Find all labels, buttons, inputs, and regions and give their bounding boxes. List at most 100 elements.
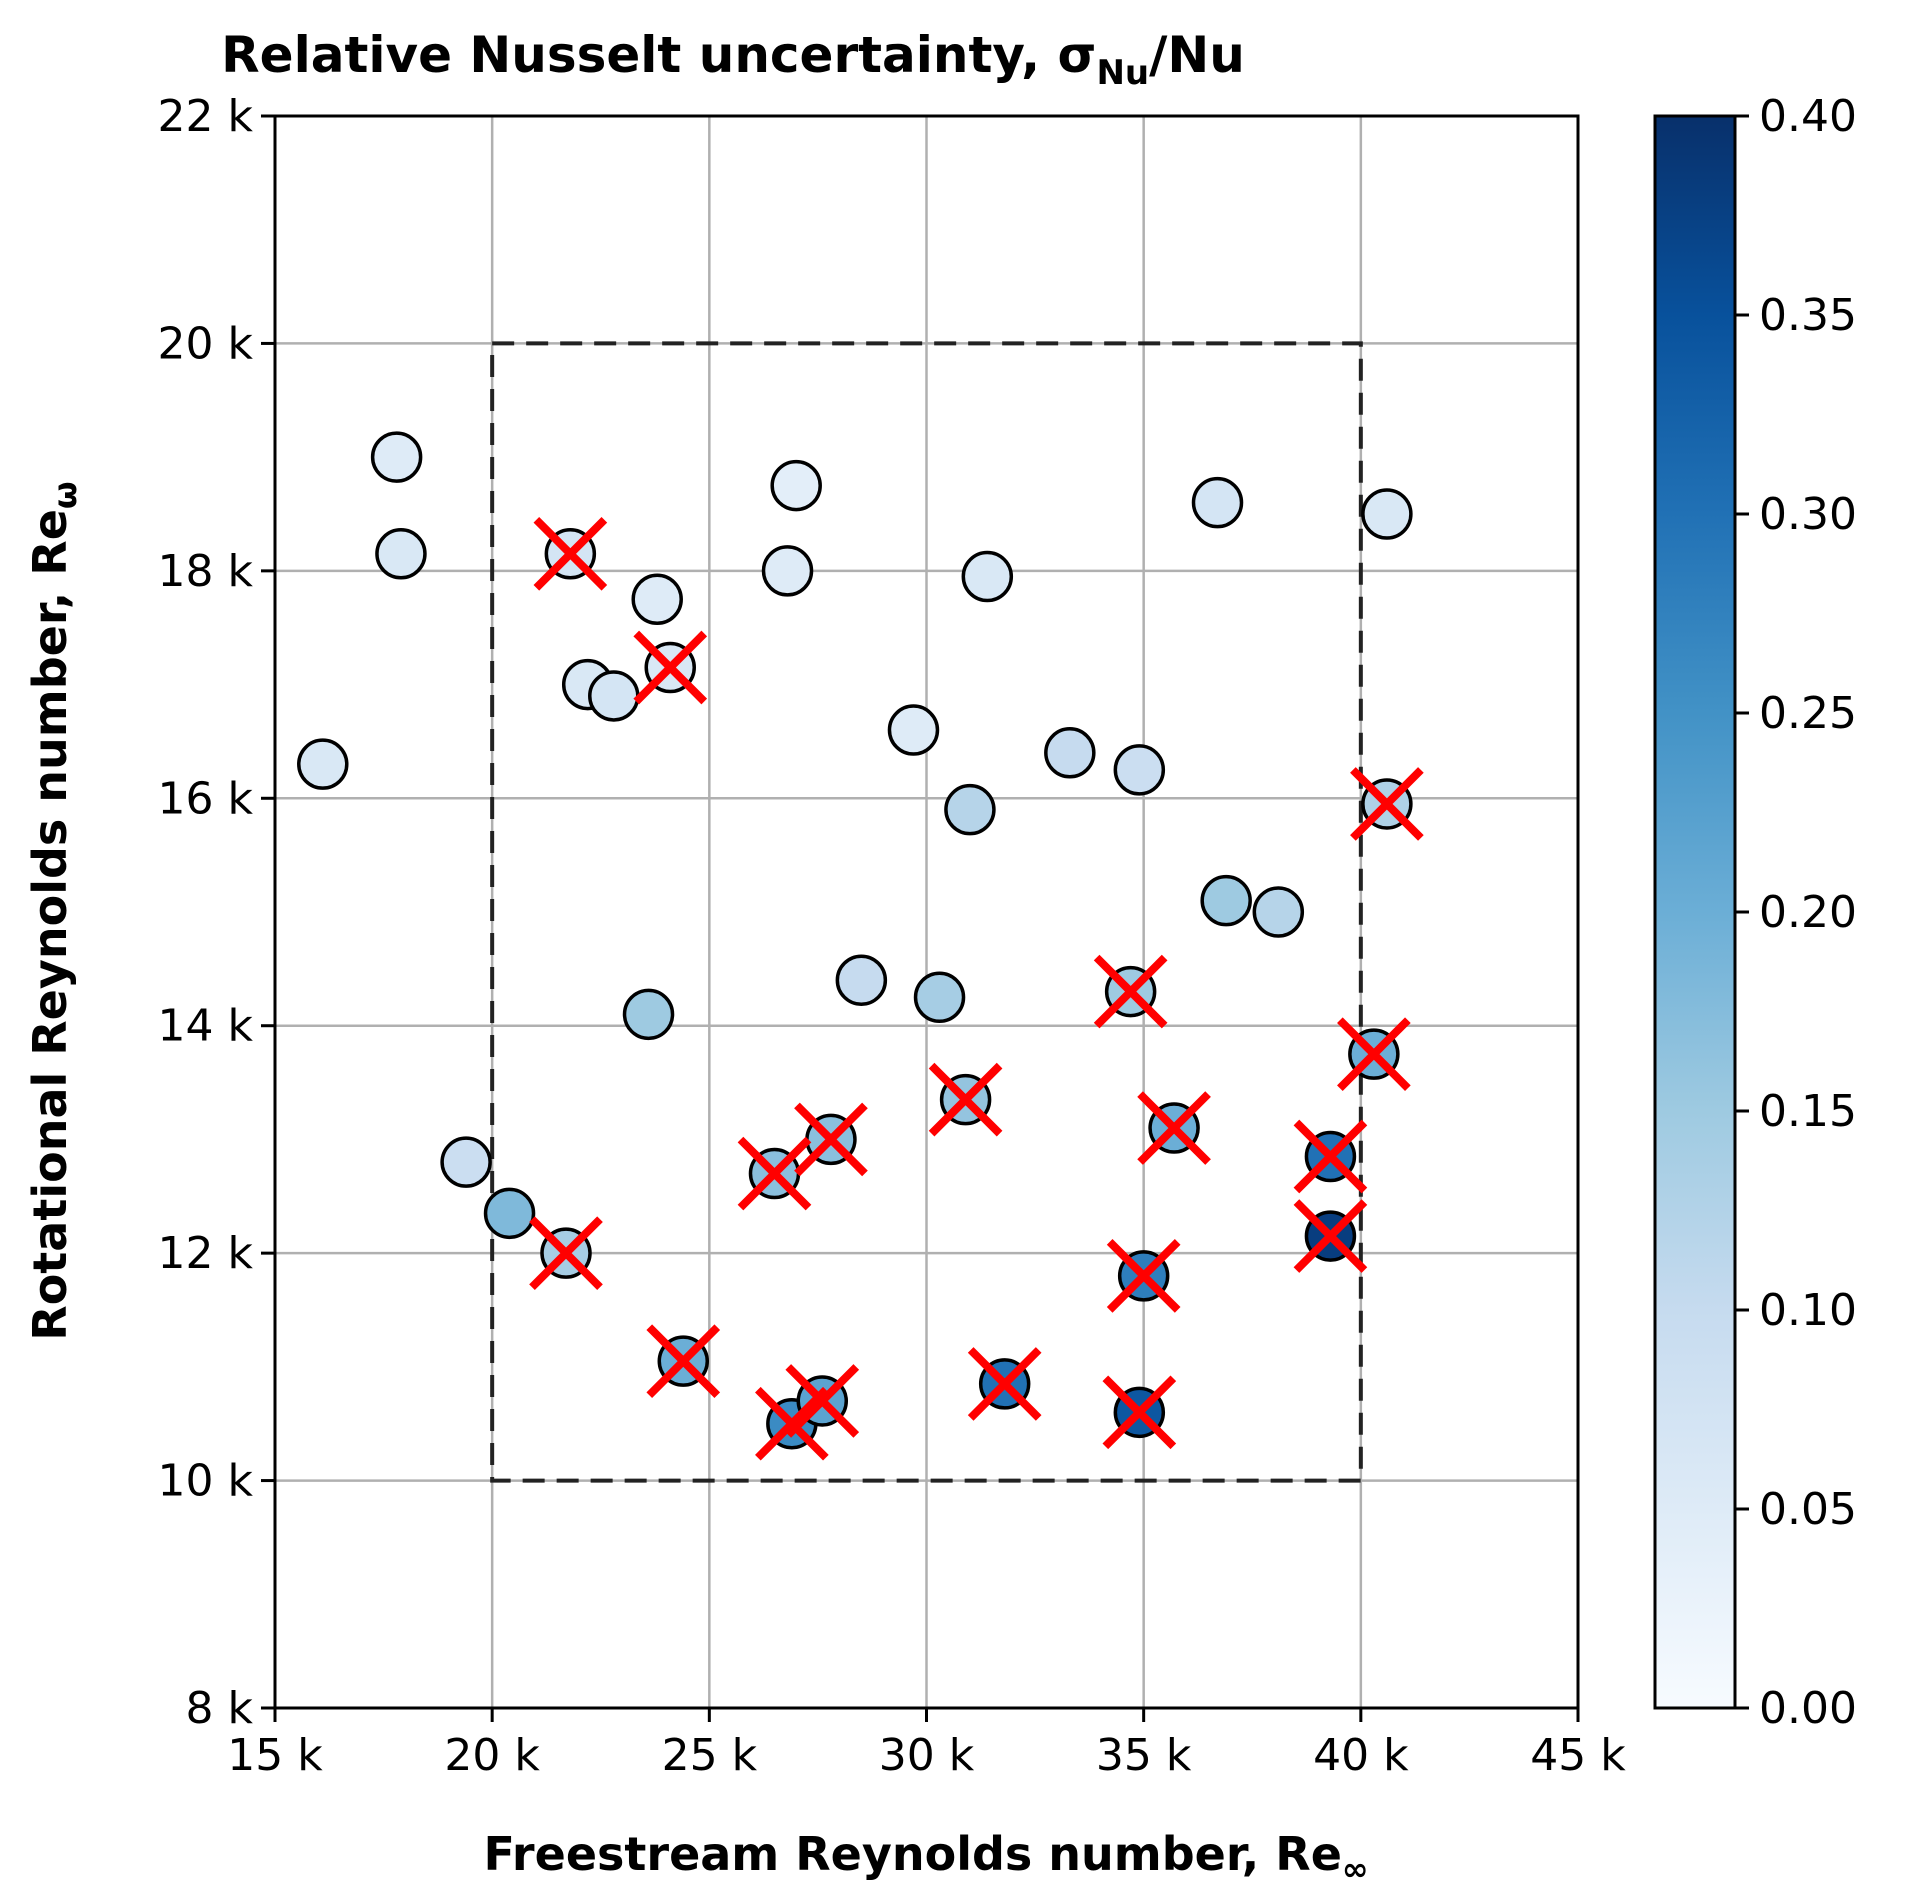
colorbar-tick-label-5: 0.25 xyxy=(1759,688,1857,739)
y-tick-label-3: 14 k xyxy=(158,1001,254,1052)
data-point-22 xyxy=(913,971,966,1024)
excluded-markers xyxy=(529,516,1424,1461)
excluded-x-mark-23 xyxy=(1093,954,1168,1029)
colorbar-tick-label-0: 0.00 xyxy=(1759,1683,1857,1734)
x-mark-stroke-b xyxy=(1293,1119,1368,1194)
x-mark-stroke-b xyxy=(1102,1375,1177,1450)
data-points xyxy=(297,431,1413,1450)
data-point-26 xyxy=(483,1187,536,1240)
data-point-9 xyxy=(761,545,814,597)
y-tick-label-2: 12 k xyxy=(158,1228,254,1279)
excluded-x-mark-17 xyxy=(1350,767,1424,841)
data-point-25 xyxy=(440,1136,492,1188)
y-axis-label: Rotational Reynolds number, Reω xyxy=(23,481,84,1340)
y-tick-label-5: 18 k xyxy=(158,546,254,597)
chart-title-subscript: Nu xyxy=(1096,53,1149,93)
excluded-x-mark-28 xyxy=(737,1136,812,1211)
x-mark-stroke-b xyxy=(794,1102,868,1177)
excluded-x-mark-24 xyxy=(1337,1017,1411,1091)
x-mark-stroke-b xyxy=(1137,1091,1211,1165)
y-tick-label-6: 20 k xyxy=(158,318,254,369)
excluded-x-mark-38 xyxy=(967,1347,1042,1421)
data-point-0 xyxy=(297,738,349,790)
x-mark-stroke-b xyxy=(1337,1017,1411,1091)
y-tick-label-4: 16 k xyxy=(158,773,254,824)
excluded-x-mark-34 xyxy=(1106,1239,1181,1313)
colorbar-tick-label-6: 0.30 xyxy=(1759,489,1857,540)
x-axis-label-subscript: ∞ xyxy=(1342,1850,1369,1888)
x-tick-label-5: 40 k xyxy=(1313,1730,1409,1781)
excluded-x-mark-39 xyxy=(1102,1375,1177,1450)
data-point-11 xyxy=(887,704,940,756)
excluded-x-mark-7 xyxy=(633,630,708,705)
excluded-x-mark-37 xyxy=(785,1364,860,1438)
excluded-x-mark-36 xyxy=(755,1386,829,1461)
x-tick-label-4: 35 k xyxy=(1096,1730,1192,1781)
data-point-12 xyxy=(1044,727,1096,779)
x-axis-label-main: Freestream Reynolds number, Re xyxy=(483,1827,1341,1881)
excluded-x-mark-31 xyxy=(1137,1091,1211,1165)
chart-title-main: Relative Nusselt uncertainty, σ xyxy=(221,26,1096,84)
data-point-6 xyxy=(588,670,640,722)
colorbar-tick-label-1: 0.05 xyxy=(1759,1484,1857,1535)
excluded-x-mark-30 xyxy=(928,1062,1003,1137)
colorbar-tick-label-3: 0.15 xyxy=(1759,1086,1857,1137)
data-point-1 xyxy=(370,431,423,483)
x-axis-label: Freestream Reynolds number, Re∞ xyxy=(483,1827,1368,1888)
x-tick-label-6: 45 k xyxy=(1530,1730,1626,1781)
x-mark-stroke-b xyxy=(529,1216,603,1290)
data-point-4 xyxy=(631,573,683,626)
colorbar-tick-label-8: 0.40 xyxy=(1759,91,1857,142)
x-mark-stroke-b xyxy=(928,1062,1003,1137)
x-mark-stroke-b xyxy=(967,1347,1042,1421)
x-mark-stroke-b xyxy=(1293,1199,1368,1273)
colorbar-tick-label-4: 0.20 xyxy=(1759,887,1857,938)
x-mark-stroke-b xyxy=(785,1364,860,1438)
x-mark-stroke-b xyxy=(646,1324,721,1398)
data-point-21 xyxy=(835,954,888,1006)
x-mark-stroke-b xyxy=(737,1136,812,1211)
grid-lines xyxy=(273,114,1580,1710)
x-tick-label-3: 30 k xyxy=(879,1730,975,1781)
data-point-13 xyxy=(1113,744,1166,796)
colorbar-ticks: 0.00 0.05 0.10 0.15 0.20 0.25 0.30 0.35 0.40 xyxy=(1735,91,1857,1734)
excluded-x-mark-33 xyxy=(1293,1199,1368,1273)
colorbar-tick-label-2: 0.10 xyxy=(1759,1285,1857,1336)
x-mark-stroke-b xyxy=(1093,954,1168,1029)
y-axis-label-main: Rotational Reynolds number, Re xyxy=(23,509,77,1341)
x-tick-label-0: 15 k xyxy=(227,1730,323,1781)
y-tick-label-0: 8 k xyxy=(186,1683,254,1734)
chart-title: Relative Nusselt uncertainty, σNu/Nu xyxy=(221,26,1245,93)
excluded-x-mark-32 xyxy=(1293,1119,1368,1194)
x-mark-stroke-b xyxy=(533,516,608,591)
excluded-x-mark-3 xyxy=(533,516,608,591)
colorbar xyxy=(1653,114,1737,1710)
x-mark-stroke-b xyxy=(633,630,708,705)
design-region xyxy=(490,341,1363,1483)
data-point-16 xyxy=(1361,488,1413,540)
x-mark-stroke-b xyxy=(1106,1239,1181,1313)
y-tick-label-1: 10 k xyxy=(158,1456,254,1507)
data-point-8 xyxy=(770,459,822,512)
design-region-box xyxy=(490,341,1363,1483)
data-point-10 xyxy=(961,550,1014,603)
data-point-14 xyxy=(944,783,996,836)
data-point-19 xyxy=(1252,886,1305,938)
x-axis-ticks: 15 k 20 k 25 k 30 k 35 k 40 k 45 k xyxy=(227,1708,1626,1781)
excluded-x-mark-29 xyxy=(794,1102,868,1177)
x-mark-stroke-b xyxy=(1350,767,1424,841)
excluded-x-mark-27 xyxy=(529,1216,603,1290)
data-point-15 xyxy=(1191,476,1244,529)
x-tick-label-1: 20 k xyxy=(444,1730,540,1781)
chart-title-tail: /Nu xyxy=(1149,26,1245,84)
x-mark-stroke-b xyxy=(755,1386,829,1461)
y-tick-label-7: 22 k xyxy=(158,91,254,142)
y-axis-label-subscript: ω xyxy=(46,481,84,509)
colorbar-tick-label-7: 0.35 xyxy=(1759,290,1857,341)
data-point-18 xyxy=(1200,874,1252,927)
data-point-20 xyxy=(622,988,675,1041)
data-point-2 xyxy=(375,528,427,580)
x-tick-label-2: 25 k xyxy=(662,1730,758,1781)
excluded-x-mark-35 xyxy=(646,1324,721,1398)
